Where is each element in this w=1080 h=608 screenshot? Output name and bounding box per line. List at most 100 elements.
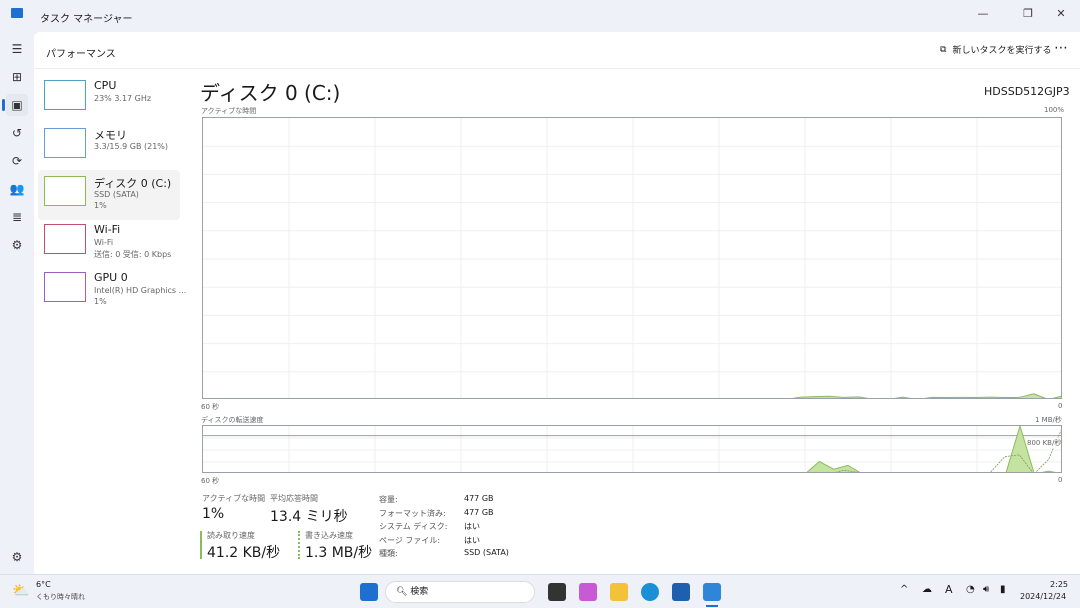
settings-icon[interactable]: ⚙ xyxy=(11,550,23,564)
chart1-left: 60 秒 xyxy=(201,403,220,411)
perf-thumbnail xyxy=(44,128,86,158)
chevron-up-icon[interactable]: ^ xyxy=(900,584,909,595)
new-task-label: 新しいタスクを実行する xyxy=(952,46,1052,56)
title-bar: タスク マネージャー — ❐ ✕ xyxy=(0,0,1080,32)
response-time-value: 13.4 ミリ秒 xyxy=(270,509,348,525)
prop-value: はい xyxy=(464,522,480,531)
search-placeholder: 検索 xyxy=(410,587,429,597)
app-icon-terminal[interactable] xyxy=(548,583,566,601)
active-time-area xyxy=(792,393,1061,398)
performance-icon[interactable]: ▣ xyxy=(6,94,28,116)
onedrive-icon[interactable]: ☁ xyxy=(922,584,932,595)
running-indicator xyxy=(706,605,718,607)
perf-item-name: Wi-Fi xyxy=(94,223,121,236)
more-options-icon[interactable]: ⋯ xyxy=(1054,40,1068,56)
perf-item[interactable]: GPU 0 Intel(R) HD Graphics ... 1% xyxy=(38,266,186,316)
perf-item-sub: Intel(R) HD Graphics ... xyxy=(94,286,187,295)
weather-temp[interactable]: 6°C xyxy=(36,580,51,589)
perf-item-sub: Wi-Fi xyxy=(94,238,114,247)
chart2-label: ディスクの転送速度 xyxy=(201,416,264,424)
active-time-chart xyxy=(202,117,1062,399)
store-icon[interactable] xyxy=(672,583,690,601)
prop-key: システム ディスク: xyxy=(379,522,448,531)
chart2-mid: 800 KB/秒 xyxy=(1027,438,1062,448)
file-explorer-icon[interactable] xyxy=(610,583,628,601)
users-icon[interactable]: 👥 xyxy=(9,182,25,196)
clock-time[interactable]: 2:25 xyxy=(1050,580,1068,589)
task-manager-taskbar-icon[interactable] xyxy=(703,583,721,601)
volume-icon[interactable]: 🔊︎ xyxy=(983,584,990,595)
chart1-right: 0 xyxy=(1058,402,1063,410)
perf-item-name: ディスク 0 (C:) xyxy=(94,177,172,190)
minimize-button[interactable]: — xyxy=(977,7,989,20)
prop-value: SSD (SATA) xyxy=(464,548,509,557)
wifi-icon[interactable]: ◔ xyxy=(966,584,975,595)
prop-value: 477 GB xyxy=(464,507,494,517)
write-speed-value: 1.3 MB/秒 xyxy=(305,545,373,561)
perf-thumbnail xyxy=(44,176,86,206)
weather-text[interactable]: くもり時々晴れ xyxy=(36,593,85,601)
write-legend-bar xyxy=(298,531,300,559)
new-task-icon: ⧉ xyxy=(940,44,947,55)
maximize-button[interactable]: ❐ xyxy=(1023,7,1033,20)
perf-item-sub: SSD (SATA) xyxy=(94,190,139,199)
disk-model: HDSSD512GJP3 xyxy=(984,85,1070,98)
close-button[interactable]: ✕ xyxy=(1056,7,1066,20)
new-task-button[interactable]: ⧉ 新しいタスクを実行する xyxy=(940,43,1052,57)
divider xyxy=(34,68,1080,69)
services-icon[interactable]: ⚙ xyxy=(11,238,23,252)
read-legend-bar xyxy=(200,531,202,559)
details-icon[interactable]: ≣ xyxy=(11,210,23,224)
perf-item-name: CPU xyxy=(94,79,117,92)
search-icon: 🔍︎ xyxy=(396,587,411,597)
app-history-icon[interactable]: ↺ xyxy=(11,126,23,140)
active-time-value: 1% xyxy=(202,506,225,522)
search-box[interactable]: 🔍︎ 検索 xyxy=(385,581,535,603)
perf-item-sub2: 1% xyxy=(94,297,107,306)
taskbar: ⛅ 6°C くもり時々晴れ 🔍︎ 検索 ^ ☁ A ◔ 🔊︎ ▮ 2:25 20… xyxy=(0,574,1080,608)
chart2-left: 60 秒 xyxy=(201,477,220,485)
perf-item-sub2: 1% xyxy=(94,201,107,210)
hamburger-menu-icon[interactable]: ☰ xyxy=(11,42,23,56)
perf-thumbnail xyxy=(44,80,86,110)
battery-icon[interactable]: ▮ xyxy=(1000,584,1006,595)
nav-rail: ☰ ⊞ ▣ ↺ ⟳ 👥 ≣ ⚙ ⚙ xyxy=(0,32,34,574)
perf-item[interactable]: メモリ 3.3/15.9 GB (21%) xyxy=(38,122,180,172)
perf-item[interactable]: Wi-Fi Wi-Fi 送信: 0 受信: 0 Kbps xyxy=(38,218,180,268)
ime-icon[interactable]: A xyxy=(945,583,953,596)
active-time-label: アクティブな時間 xyxy=(202,494,266,503)
prop-value: 477 GB xyxy=(464,494,494,503)
perf-item-sub: 23% 3.17 GHz xyxy=(94,94,152,103)
edge-icon[interactable] xyxy=(641,583,659,601)
chart2-max: 1 MB/秒 xyxy=(1035,416,1062,424)
active-indicator xyxy=(2,99,5,111)
app-icon xyxy=(11,8,23,18)
startup-icon[interactable]: ⟳ xyxy=(11,154,23,168)
main-panel: パフォーマンス ⧉ 新しいタスクを実行する ⋯ CPU 23% 3.17 GHz … xyxy=(34,32,1080,574)
chart1-label: アクティブな時間 xyxy=(201,107,257,115)
page-title: パフォーマンス xyxy=(46,49,116,60)
window-title: タスク マネージャー xyxy=(40,14,133,25)
weather-icon[interactable]: ⛅ xyxy=(12,583,30,599)
perf-item[interactable]: ディスク 0 (C:) SSD (SATA) 1% xyxy=(38,170,180,220)
response-time-label: 平均応答時間 xyxy=(270,494,318,503)
perf-item-sub: 3.3/15.9 GB (21%) xyxy=(94,142,169,151)
processes-icon[interactable]: ⊞ xyxy=(11,70,23,84)
transfer-rate-chart xyxy=(202,425,1062,473)
write-speed-label: 書き込み速度 xyxy=(305,531,353,540)
read-speed-label: 読み取り速度 xyxy=(207,531,255,540)
perf-item-name: メモリ xyxy=(94,129,127,142)
copilot-icon[interactable] xyxy=(579,583,597,601)
clock-date[interactable]: 2024/12/24 xyxy=(1020,592,1067,601)
perf-thumbnail xyxy=(44,272,86,302)
prop-key: ページ ファイル: xyxy=(379,535,441,545)
prop-value: はい xyxy=(464,535,480,545)
read-speed-area xyxy=(806,426,1056,472)
perf-item[interactable]: CPU 23% 3.17 GHz xyxy=(38,74,180,124)
prop-key: 種類: xyxy=(379,549,398,558)
prop-key: フォーマット済み: xyxy=(379,508,446,518)
start-icon[interactable] xyxy=(360,583,378,601)
read-speed-value: 41.2 KB/秒 xyxy=(207,545,281,561)
chart1-max: 100% xyxy=(1044,106,1065,114)
prop-key: 容量: xyxy=(379,495,398,504)
